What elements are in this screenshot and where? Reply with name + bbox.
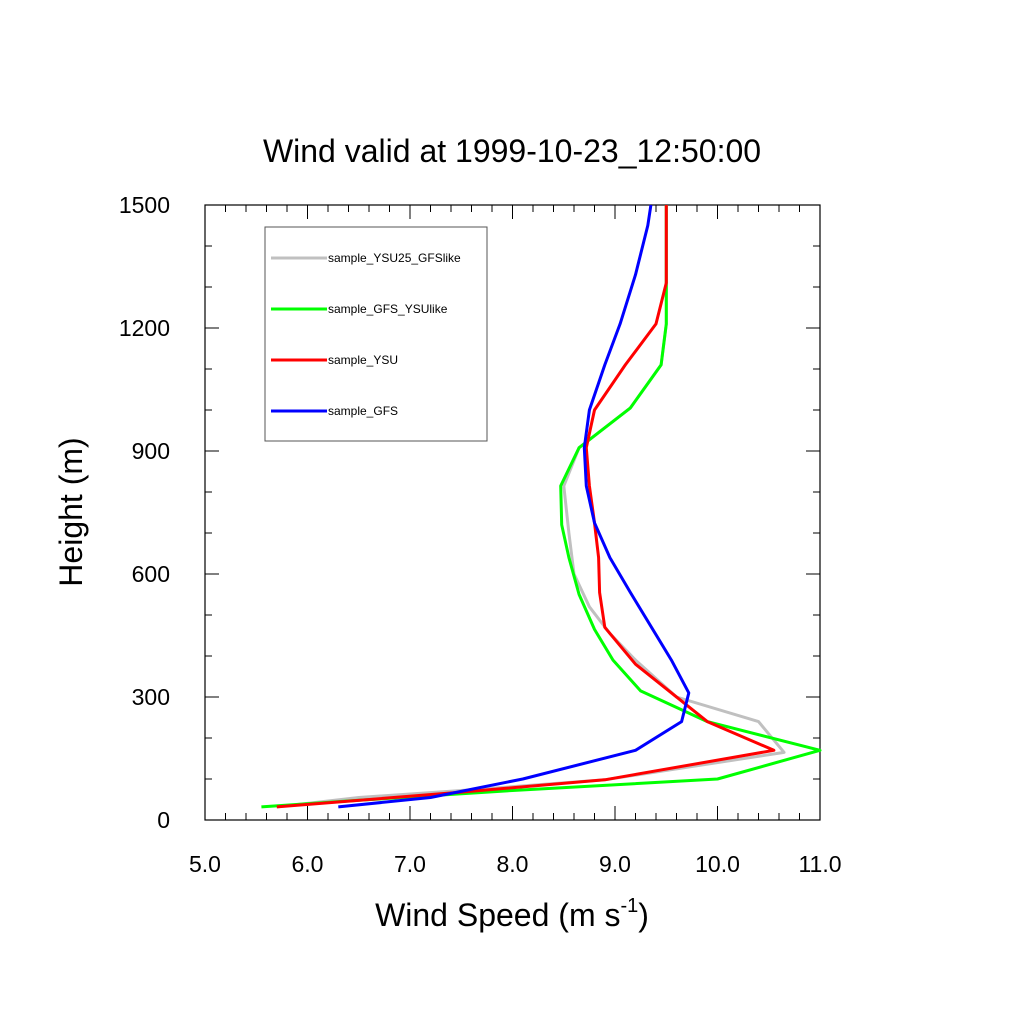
legend-box xyxy=(264,226,488,442)
x-tick-label: 7.0 xyxy=(394,851,426,877)
y-tick-label: 300 xyxy=(132,684,170,710)
y-tick-labels: 0 300 600 900 1200 1500 xyxy=(119,192,170,833)
legend-label-sample_GFS: sample_GFS xyxy=(328,404,398,418)
x-axis-label-main: Wind Speed (m s xyxy=(375,897,620,933)
legend-label-sample_GFS_YSUlike: sample_GFS_YSUlike xyxy=(328,302,448,316)
y-tick-label: 900 xyxy=(132,438,170,464)
x-axis-label-suffix: ) xyxy=(638,897,649,933)
series-line-sample_GFS_YSUlike xyxy=(261,205,822,809)
y-tick-label: 1500 xyxy=(119,192,170,218)
y-axis-label: Height (m) xyxy=(53,437,89,586)
x-axis-label-superscript: -1 xyxy=(620,895,638,917)
y-tick-label: 1200 xyxy=(119,315,170,341)
x-tick-label: 11.0 xyxy=(798,851,841,877)
x-tick-label: 10.0 xyxy=(695,851,740,877)
series-line-sample_GFS xyxy=(338,204,691,809)
legend-label-sample_YSU25_GFSlike: sample_YSU25_GFSlike xyxy=(328,251,461,265)
series-lines xyxy=(261,204,822,809)
legend-label-sample_YSU: sample_YSU xyxy=(328,353,398,367)
x-tick-label: 9.0 xyxy=(599,851,631,877)
x-tick-labels: 5.0 6.0 7.0 8.0 9.0 10.0 11.0 xyxy=(189,851,842,877)
legend: sample_YSU25_GFSlike sample_GFS_YSUlikesa… xyxy=(264,226,488,442)
x-axis-label: Wind Speed (m s-1) xyxy=(375,895,649,933)
y-tick-label: 600 xyxy=(132,561,170,587)
axis-ticks xyxy=(204,204,821,821)
chart-title: Wind valid at 1999-10-23_12:50:00 xyxy=(263,133,761,169)
x-tick-label: 6.0 xyxy=(292,851,324,877)
series-line-sample_YSU xyxy=(276,205,776,809)
x-tick-label: 5.0 xyxy=(189,851,221,877)
legend-items: sample_YSU25_GFSlike sample_GFS_YSUlikesa… xyxy=(271,251,461,418)
x-tick-label: 8.0 xyxy=(497,851,529,877)
y-tick-label: 0 xyxy=(157,807,170,833)
